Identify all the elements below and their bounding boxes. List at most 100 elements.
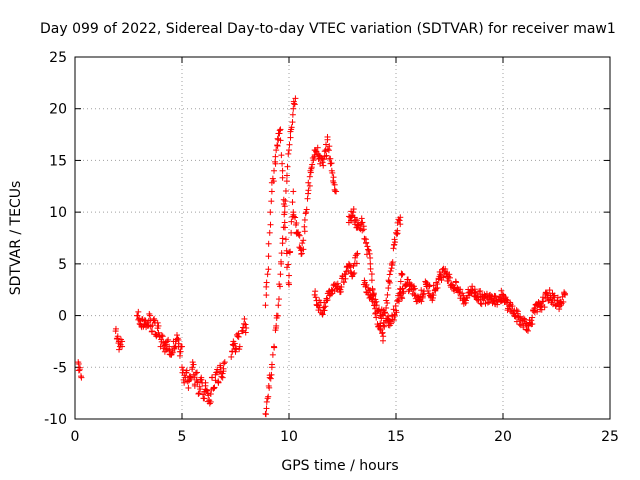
data-point-fill	[289, 119, 296, 126]
data-point-fill	[477, 288, 484, 295]
data-point-fill	[313, 148, 320, 155]
data-point-fill	[524, 327, 531, 334]
data-point-fill	[76, 364, 83, 371]
data-point-fill	[303, 206, 310, 213]
data-point	[290, 105, 297, 112]
data-point-fill	[284, 264, 291, 271]
data-point	[286, 147, 292, 154]
data-point	[333, 188, 340, 195]
data-point-fill	[305, 179, 312, 186]
data-point-fill	[220, 360, 227, 367]
data-point-fill	[351, 270, 358, 277]
data-point-fill	[370, 292, 377, 299]
data-point-fill	[150, 317, 157, 324]
data-point-fill	[386, 279, 393, 286]
data-point-fill	[550, 293, 557, 300]
data-point	[373, 302, 380, 309]
data-point-fill	[340, 279, 347, 286]
data-point-fill	[301, 228, 308, 235]
data-point-fill	[538, 306, 545, 313]
data-point	[181, 379, 188, 386]
data-point-fill	[282, 236, 289, 243]
data-point	[286, 281, 292, 288]
data-point	[303, 209, 310, 216]
data-point-fill	[395, 298, 402, 305]
data-point-fill	[516, 321, 523, 328]
data-point	[243, 324, 250, 331]
data-point-fill	[241, 315, 248, 322]
y-tick-label: -10	[44, 412, 67, 428]
data-point-fill	[312, 294, 319, 301]
data-point-fill	[288, 218, 295, 225]
data-point-fill	[288, 124, 295, 131]
data-point-fill	[434, 284, 441, 291]
data-point-fill	[279, 174, 286, 181]
data-point	[506, 302, 513, 309]
y-tick-label: -5	[53, 360, 67, 376]
data-point-fill	[426, 283, 433, 290]
data-point-fill	[304, 195, 311, 202]
x-tick-label: 20	[494, 429, 512, 445]
data-point-fill	[281, 224, 288, 231]
data-point-fill	[280, 200, 287, 207]
data-point	[78, 374, 85, 381]
data-point-fill	[265, 240, 272, 247]
data-point	[114, 333, 121, 340]
data-point-fill	[205, 392, 212, 399]
data-point-fill	[322, 303, 329, 310]
data-point-fill	[266, 384, 273, 391]
data-point-fill	[327, 291, 334, 298]
data-point	[380, 333, 387, 340]
data-point-fill	[295, 231, 302, 238]
data-point-fill	[411, 285, 418, 292]
data-point-fill	[287, 248, 294, 255]
data-point-fill	[286, 141, 293, 148]
data-point-fill	[350, 206, 357, 213]
data-point-fill	[424, 287, 431, 294]
data-point-fill	[116, 346, 123, 353]
data-point-fill	[397, 278, 404, 285]
data-point-fill	[462, 297, 469, 304]
y-tick-label: 15	[49, 153, 67, 169]
data-point-fill	[323, 141, 330, 148]
data-point-fill	[174, 332, 181, 339]
data-point-fill	[195, 390, 202, 397]
data-point	[119, 338, 126, 345]
data-point-fill	[320, 156, 327, 163]
plot-frame	[74, 56, 611, 420]
data-point-fill	[345, 267, 352, 274]
data-point-fill	[277, 283, 284, 290]
data-point-fill	[389, 262, 396, 269]
data-point-fill	[265, 266, 272, 273]
data-point-fill	[398, 294, 405, 301]
data-point-fill	[276, 127, 283, 134]
data-point	[273, 322, 280, 329]
data-point-fill	[290, 213, 297, 220]
data-point-fill	[119, 343, 126, 350]
data-point-fill	[379, 329, 386, 336]
x-tick-label: 15	[387, 429, 405, 445]
data-point-fill	[383, 304, 390, 311]
data-point-fill	[312, 288, 319, 295]
data-point-fill	[306, 173, 313, 180]
data-point	[202, 379, 209, 386]
data-point-fill	[353, 260, 360, 267]
data-point-fill	[529, 314, 536, 321]
data-point-fill	[541, 304, 548, 311]
data-point-fill	[233, 345, 240, 352]
data-point-fill	[267, 375, 274, 382]
data-point-fill	[168, 351, 175, 358]
data-point-fill	[365, 247, 372, 254]
data-point	[221, 359, 228, 366]
data-point-fill	[386, 271, 393, 278]
chart-title: Day 099 of 2022, Sidereal Day-to-day VTE…	[40, 21, 616, 37]
data-point-fill	[494, 301, 501, 308]
data-point	[324, 136, 331, 143]
data-point-fill	[161, 342, 168, 349]
data-point-fill	[391, 317, 398, 324]
data-point-fill	[551, 292, 558, 299]
data-point-fill	[430, 292, 437, 299]
data-point-fill	[265, 253, 272, 260]
data-point-fill	[334, 280, 341, 287]
data-point-fill	[263, 398, 270, 405]
